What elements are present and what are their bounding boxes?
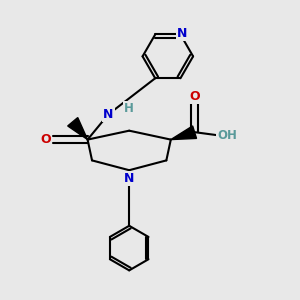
- Polygon shape: [68, 118, 88, 140]
- Text: O: O: [189, 90, 200, 103]
- Text: N: N: [124, 172, 134, 185]
- Text: H: H: [124, 102, 134, 115]
- Polygon shape: [171, 126, 196, 140]
- Text: OH: OH: [217, 129, 237, 142]
- Text: N: N: [103, 108, 114, 121]
- Text: O: O: [41, 133, 51, 146]
- Text: N: N: [177, 26, 187, 40]
